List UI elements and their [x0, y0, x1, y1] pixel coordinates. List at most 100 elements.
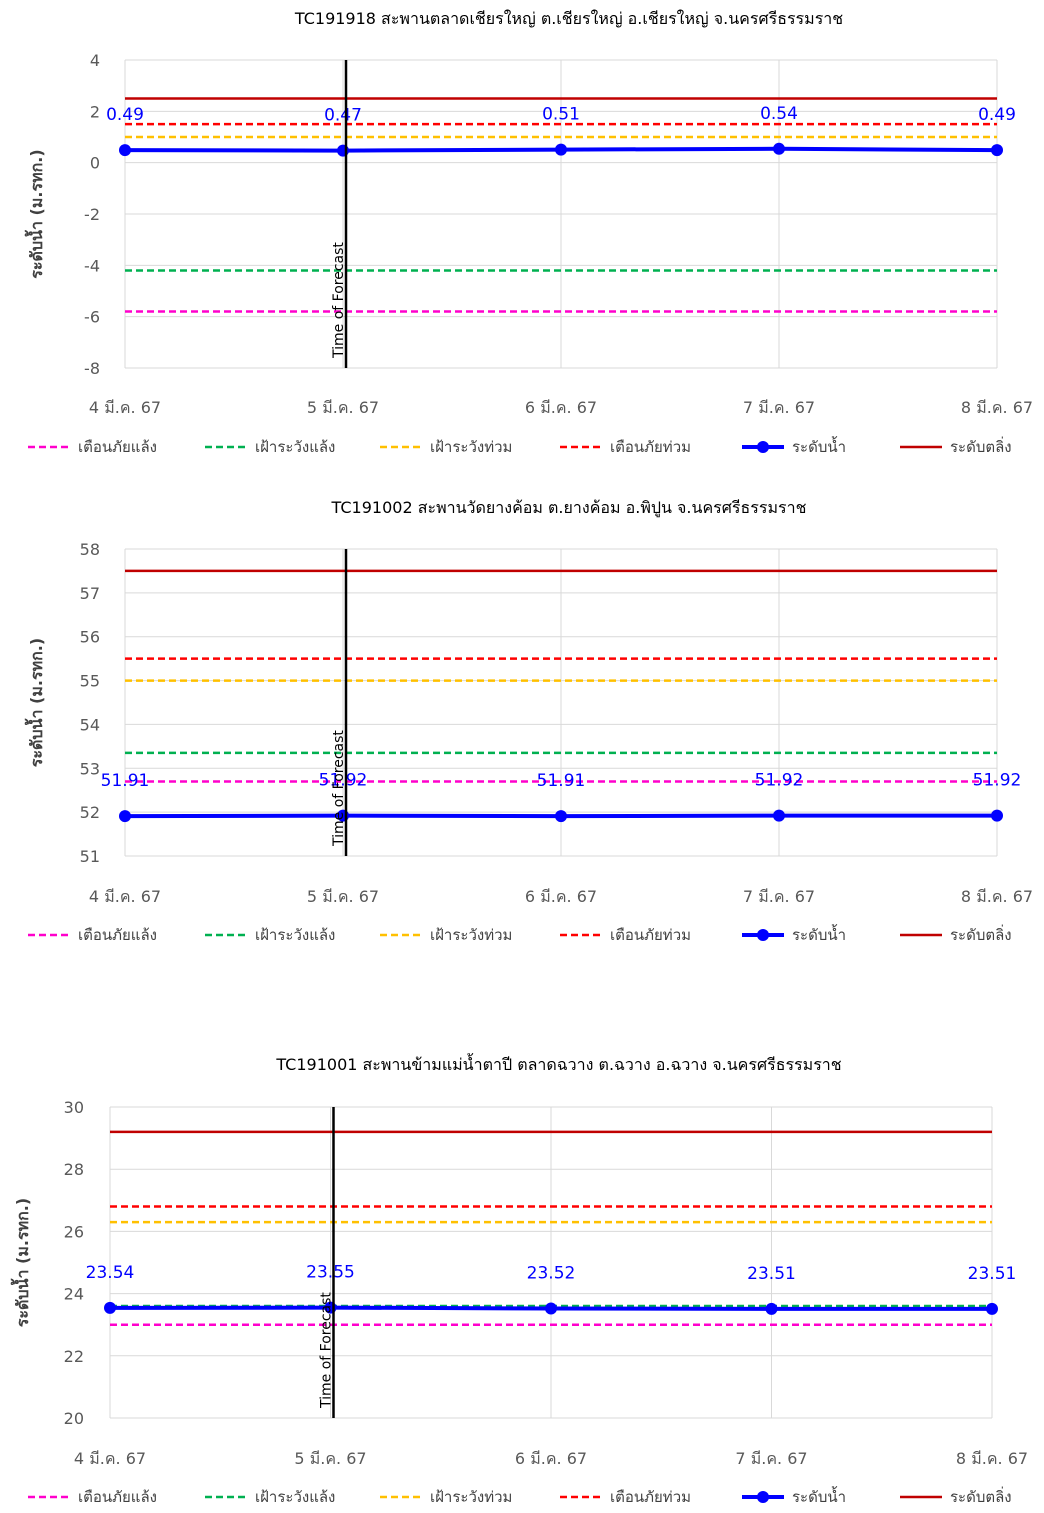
data-point: [773, 142, 785, 155]
legend-entry: เฝ้าระวังท่วม: [430, 438, 512, 456]
data-label: 51.91: [537, 771, 586, 791]
y-axis-label: ระดับน้ำ (ม.รทก.): [24, 149, 46, 278]
y-axis-label: ระดับน้ำ (ม.รทก.): [24, 638, 46, 767]
data-label: 0.51: [542, 105, 580, 125]
legend-marker: [757, 929, 769, 941]
data-point: [555, 143, 567, 156]
data-label: 23.51: [747, 1264, 796, 1284]
y-tick-label: -2: [84, 205, 100, 224]
y-tick-label: 58: [80, 540, 100, 559]
x-tick-label: 4 มี.ค. 67: [89, 887, 161, 906]
data-point: [991, 809, 1003, 822]
y-tick-label: 52: [80, 803, 100, 822]
data-label: 0.49: [106, 105, 144, 125]
legend-entry: เตือนภัยแล้ง: [78, 438, 157, 456]
y-axis-label: ระดับน้ำ (ม.รทก.): [10, 1198, 32, 1327]
x-tick-label: 4 มี.ค. 67: [89, 398, 161, 417]
legend: เตือนภัยแล้ง เฝ้าระวังแล้ง เฝ้าระวังท่วม เต…: [28, 924, 1012, 944]
data-label: 23.51: [968, 1264, 1017, 1284]
x-tick-label: 8 มี.ค. 67: [961, 398, 1033, 417]
legend-marker: [757, 441, 769, 453]
y-tick-label: -6: [84, 308, 100, 327]
data-label: 51.92: [973, 771, 1022, 791]
data-point: [104, 1301, 116, 1314]
x-tick-label: 4 มี.ค. 67: [74, 1449, 146, 1468]
data-label: 23.55: [306, 1263, 355, 1283]
y-tick-label: 57: [80, 584, 100, 603]
legend-entry: ระดับตลิ่ง: [950, 1486, 1012, 1506]
legend-entry: ระดับน้ำ: [792, 436, 846, 456]
legend-entry: เตือนภัยท่วม: [610, 926, 691, 944]
legend: เตือนภัยแล้ง เฝ้าระวังแล้ง เฝ้าระวังท่วม เต…: [28, 1486, 1012, 1506]
y-tick-label: 30: [64, 1098, 84, 1117]
y-tick-label: -4: [84, 256, 100, 275]
x-tick-label: 5 มี.ค. 67: [294, 1449, 366, 1468]
x-tick-label: 6 มี.ค. 67: [525, 887, 597, 906]
y-tick-label: 20: [64, 1409, 84, 1428]
data-label: 51.91: [101, 771, 150, 791]
legend-entry: เตือนภัยท่วม: [610, 438, 691, 456]
data-point: [986, 1302, 998, 1315]
legend: เตือนภัยแล้ง เฝ้าระวังแล้ง เฝ้าระวังท่วม เต…: [28, 436, 1012, 456]
legend-entry: ระดับตลิ่ง: [950, 436, 1012, 456]
legend-entry: เตือนภัยแล้ง: [78, 926, 157, 944]
legend-entry: เฝ้าระวังแล้ง: [255, 438, 335, 456]
x-tick-label: 6 มี.ค. 67: [515, 1449, 587, 1468]
data-point: [991, 144, 1003, 157]
chart-2: TC191002 สะพานวัดยางค้อม ต.ยางค้อม อ.พิป…: [24, 498, 1033, 944]
data-point: [119, 810, 131, 823]
x-tick-label: 5 มี.ค. 67: [307, 887, 379, 906]
data-point: [555, 810, 567, 823]
legend-entry: ระดับน้ำ: [792, 1486, 846, 1506]
legend-entry: ระดับน้ำ: [792, 924, 846, 944]
y-tick-label: 0: [90, 154, 100, 173]
y-tick-label: 2: [90, 102, 100, 121]
legend-entry: เตือนภัยท่วม: [610, 1488, 691, 1506]
legend-entry: เฝ้าระวังท่วม: [430, 1488, 512, 1506]
legend-entry: เฝ้าระวังท่วม: [430, 926, 512, 944]
data-label: 0.49: [978, 105, 1016, 125]
forecast-label: Time of Forecast: [331, 730, 347, 847]
chart-3: TC191001 สะพานข้ามแม่น้ำตาปี ตลาดฉวาง ต.…: [10, 1053, 1028, 1506]
y-tick-label: 4: [90, 51, 100, 70]
x-tick-label: 7 มี.ค. 67: [743, 887, 815, 906]
x-tick-label: 6 มี.ค. 67: [525, 398, 597, 417]
data-point: [119, 144, 131, 157]
y-tick-label: 22: [64, 1347, 84, 1366]
legend-entry: เฝ้าระวังแล้ง: [255, 926, 335, 944]
legend-entry: เฝ้าระวังแล้ง: [255, 1488, 335, 1506]
y-tick-label: 28: [64, 1160, 84, 1179]
y-tick-label: 24: [64, 1285, 84, 1304]
data-label: 23.52: [527, 1264, 576, 1284]
data-point: [773, 809, 785, 822]
data-label: 0.47: [324, 106, 362, 126]
y-tick-label: 51: [80, 847, 100, 866]
chart-title: TC191918 สะพานตลาดเชียรใหญ่ ต.เชียรใหญ่ …: [294, 9, 843, 28]
data-label: 23.54: [86, 1263, 135, 1283]
x-tick-label: 8 มี.ค. 67: [956, 1449, 1028, 1468]
x-tick-label: 8 มี.ค. 67: [961, 887, 1033, 906]
y-tick-label: 56: [80, 628, 100, 647]
data-label: 51.92: [319, 771, 368, 791]
data-point: [765, 1302, 778, 1315]
chart-title: TC191002 สะพานวัดยางค้อม ต.ยางค้อม อ.พิป…: [331, 498, 807, 518]
chart-1: TC191918 สะพานตลาดเชียรใหญ่ ต.เชียรใหญ่ …: [24, 9, 1033, 456]
y-tick-label: -8: [84, 359, 100, 378]
data-point: [545, 1302, 557, 1315]
legend-marker: [757, 1491, 769, 1503]
data-label: 51.92: [755, 771, 804, 791]
data-label: 0.54: [760, 104, 798, 124]
legend-entry: เตือนภัยแล้ง: [78, 1488, 157, 1506]
x-tick-label: 7 มี.ค. 67: [735, 1449, 807, 1468]
y-tick-label: 55: [80, 672, 100, 691]
legend-entry: ระดับตลิ่ง: [950, 924, 1012, 944]
y-tick-label: 26: [64, 1222, 84, 1241]
chart-title: TC191001 สะพานข้ามแม่น้ำตาปี ตลาดฉวาง ต.…: [275, 1053, 841, 1074]
y-tick-label: 53: [80, 759, 100, 778]
x-tick-label: 5 มี.ค. 67: [307, 398, 379, 417]
x-tick-label: 7 มี.ค. 67: [743, 398, 815, 417]
forecast-label: Time of Forecast: [331, 242, 347, 359]
forecast-label: Time of Forecast: [319, 1292, 335, 1409]
y-tick-label: 54: [80, 715, 100, 734]
